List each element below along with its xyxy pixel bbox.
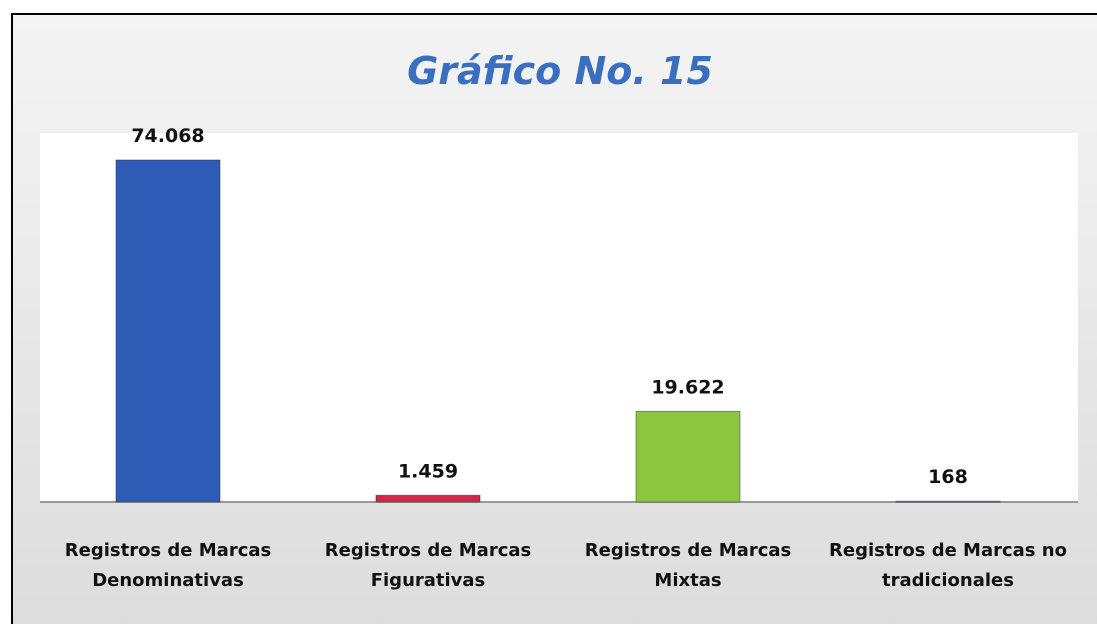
x-tick-label: Registros de Marcas Denominativas — [64, 540, 272, 591]
bar — [375, 494, 481, 503]
x-tick-label: Registros de Marcas no tradicionales — [829, 540, 1067, 591]
x-tick-label: Registros de Marcas Mixtas — [584, 540, 792, 591]
chart-title: Gráfico No. 15 — [407, 49, 713, 93]
value-label: 74.068 — [131, 125, 204, 147]
value-label: 168 — [928, 466, 968, 488]
x-tick-label: Registros de Marcas Figurativas — [324, 540, 532, 591]
bar — [635, 410, 741, 503]
bar — [895, 500, 1001, 503]
value-label: 1.459 — [398, 460, 458, 482]
value-label: 19.622 — [651, 376, 724, 398]
bar — [115, 159, 221, 503]
